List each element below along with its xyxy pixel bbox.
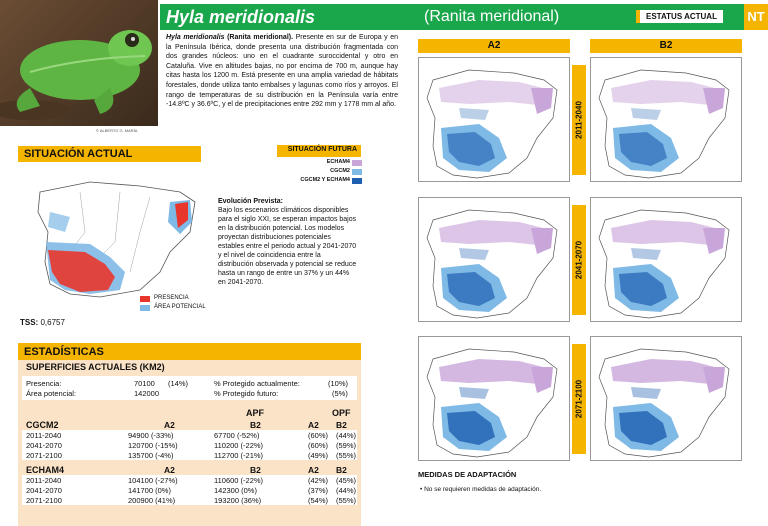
scenario-b2: B2	[590, 39, 742, 53]
cell-apf-a2: 135700 (-4%)	[128, 451, 174, 460]
prot-futuro-value: (5%)	[332, 389, 348, 398]
cell-apf-b2: 193200 (36%)	[214, 496, 262, 505]
superficies-title: SUPERFICIES ACTUALES (KM2)	[26, 362, 165, 372]
prot-futuro-label: % Protegido futuro:	[214, 389, 279, 398]
desc-lead: Hyla meridionalis (Ranita meridional).	[166, 34, 294, 41]
adaptacion-title: MEDIDAS DE ADAPTACIÓN	[418, 470, 517, 479]
cell-period: 2071-2100	[26, 451, 62, 460]
col-header-a2: A2	[308, 465, 319, 475]
tss-score: TSS: 0,6757	[20, 318, 65, 327]
cell-opf-b2: (55%)	[336, 451, 357, 460]
evolucion-prevista: Evolución Prevista: Bajo los escenarios …	[218, 198, 357, 286]
cell-apf-b2: 112700 (-21%)	[214, 451, 264, 460]
scenario-a2: A2	[418, 39, 570, 53]
period-label-2071-2100: 2071-2100	[572, 344, 586, 454]
apf-header: APF	[246, 408, 264, 418]
current-legend: PRESENCIA ÁREA POTENCIAL	[140, 295, 230, 313]
legend-area-potencial: ÁREA POTENCIAL	[140, 304, 230, 313]
future-legend: ECHAM4 CGCM2 CGCM2 Y ECHAM4	[276, 159, 362, 186]
col-header-a2: A2	[164, 465, 175, 475]
cell-opf-b2: (44%)	[336, 486, 357, 495]
cell-period: 2041-2070	[26, 441, 62, 450]
photo-credit: © ALBERTO G. MARÍA	[96, 128, 138, 133]
cell-opf-a2: (42%)	[308, 476, 329, 485]
col-header-b2: B2	[250, 465, 261, 475]
scientific-name: Hyla meridionalis	[166, 7, 316, 27]
cell-apf-b2: 110600 (-22%)	[214, 476, 264, 485]
cell-opf-a2: (37%)	[308, 486, 329, 495]
col-header-b2: B2	[336, 420, 347, 430]
prot-actual-label: % Protegido actualmente:	[214, 379, 300, 388]
period-label-2011-2040: 2011-2040	[572, 65, 586, 175]
presencia-value: 70100	[134, 379, 155, 388]
legend-echam4: ECHAM4	[276, 159, 362, 168]
map-b2-2041-2070	[590, 197, 742, 322]
cell-opf-b2: (45%)	[336, 476, 357, 485]
frog-illustration	[0, 30, 152, 120]
period-label-2041-2070: 2041-2070	[572, 205, 586, 315]
cell-period: 2041-2070	[26, 486, 62, 495]
current-distribution-map	[37, 181, 196, 298]
common-name: (Ranita meridional)	[424, 8, 560, 25]
legend-cgcm2: CGCM2	[276, 168, 362, 177]
cell-apf-a2: 120700 (-15%)	[128, 441, 178, 450]
cell-opf-a2: (60%)	[308, 431, 329, 440]
col-header-a2: A2	[308, 420, 319, 430]
cell-apf-b2: 110200 (-22%)	[214, 441, 264, 450]
prot-actual-value: (10%)	[328, 379, 349, 388]
area-label: Área potencial:	[26, 389, 77, 398]
cell-apf-b2: 67700 (-52%)	[214, 431, 260, 440]
area-value: 142000	[134, 389, 160, 398]
col-header-b2: B2	[336, 465, 347, 475]
col-header-a2: A2	[164, 420, 175, 430]
col-header-b2: B2	[250, 420, 261, 430]
map-b2-2071-2100	[590, 336, 742, 461]
cell-period: 2011-2040	[26, 476, 62, 485]
cell-opf-b2: (44%)	[336, 431, 357, 440]
cell-apf-a2: 141700 (0%)	[128, 486, 171, 495]
cell-opf-a2: (60%)	[308, 441, 329, 450]
presencia-label: Presencia:	[26, 379, 62, 388]
status-label: ESTATUS ACTUAL	[636, 10, 723, 23]
header-bar: Hyla meridionalis (Ranita meridional) ES…	[160, 4, 768, 30]
cell-period: 2071-2100	[26, 496, 62, 505]
cell-apf-a2: 104100 (-27%)	[128, 476, 178, 485]
statistics-table: SUPERFICIES ACTUALES (KM2) Presencia: 70…	[18, 360, 361, 526]
cell-opf-a2: (54%)	[308, 496, 329, 505]
legend-cgcm2-echam4: CGCM2 Y ECHAM4	[276, 177, 362, 186]
adaptacion-text: • No se requieren medidas de adaptación.	[420, 486, 542, 493]
cell-opf-b2: (59%)	[336, 441, 357, 450]
map-a2-2071-2100	[418, 336, 570, 461]
estadisticas-title: ESTADÍSTICAS	[18, 343, 361, 360]
cell-period: 2011-2040	[26, 431, 62, 440]
status-badge: NT	[744, 4, 768, 30]
situacion-futura-title: SITUACIÓN FUTURA	[277, 145, 361, 157]
model-echam4: ECHAM4	[26, 465, 65, 475]
cell-apf-a2: 200900 (41%)	[128, 496, 176, 505]
situacion-actual-title: SITUACIÓN ACTUAL	[18, 146, 201, 162]
cell-opf-b2: (55%)	[336, 496, 357, 505]
map-b2-2011-2040	[590, 57, 742, 182]
map-a2-2011-2040	[418, 57, 570, 182]
species-description: Hyla meridionalis (Ranita meridional). P…	[166, 33, 398, 110]
map-a2-2041-2070	[418, 197, 570, 322]
presencia-pct: (14%)	[168, 379, 189, 388]
frog-photo	[0, 0, 158, 126]
cell-apf-a2: 94900 (-33%)	[128, 431, 174, 440]
cell-apf-b2: 142300 (0%)	[214, 486, 257, 495]
opf-header: OPF	[332, 408, 351, 418]
cell-opf-a2: (49%)	[308, 451, 329, 460]
desc-text: Presente en sur de Europa y en la Peníns…	[166, 34, 398, 109]
model-cgcm2: CGCM2	[26, 420, 59, 430]
legend-presencia: PRESENCIA	[140, 295, 230, 304]
